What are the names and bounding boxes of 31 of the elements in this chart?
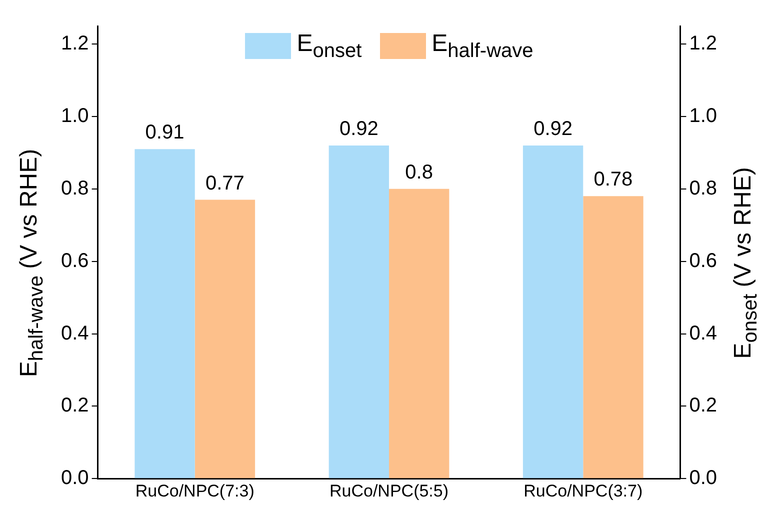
y-tick-label: 1.2 <box>60 32 89 55</box>
y2-tick-label: 0.2 <box>689 394 718 417</box>
bar <box>328 145 389 478</box>
legend-label: E$_{onset}$ <box>296 30 362 63</box>
y2-tick-label: 0.8 <box>689 177 718 200</box>
y-tick-label: 0.6 <box>60 250 89 272</box>
y-tick-label: 1.0 <box>60 105 89 128</box>
bar <box>194 200 256 478</box>
x-tick-label: RuCo/NPC(7:3) <box>135 481 254 500</box>
data-label: 0.92 <box>534 118 573 140</box>
data-label: 0.91 <box>145 122 184 144</box>
bar <box>134 149 195 478</box>
x-tick-label: RuCo/NPC(5:5) <box>329 481 449 500</box>
legend-label: E$_{half-wave}$ <box>432 30 534 63</box>
y2-tick-label: 0.0 <box>689 467 718 490</box>
data-label: 0.92 <box>339 118 378 140</box>
data-label: 0.8 <box>405 161 433 184</box>
y-tick-label: 0.0 <box>60 467 89 490</box>
bar <box>583 196 644 478</box>
y-tick-label: 0.2 <box>60 394 89 417</box>
bar <box>522 145 584 478</box>
y2-tick-label: 0.6 <box>689 250 718 272</box>
y-tick-label: 0.4 <box>60 322 89 344</box>
y2-tick-label: 0.4 <box>689 322 718 344</box>
y-tick-label: 0.8 <box>60 177 89 200</box>
x-tick-label: RuCo/NPC(3:7) <box>524 481 643 500</box>
data-label: 0.78 <box>594 168 633 191</box>
bar <box>389 188 450 478</box>
data-label: 0.77 <box>205 172 244 194</box>
y2-tick-label: 1.0 <box>689 105 718 128</box>
y2-tick-label: 1.2 <box>689 32 718 55</box>
